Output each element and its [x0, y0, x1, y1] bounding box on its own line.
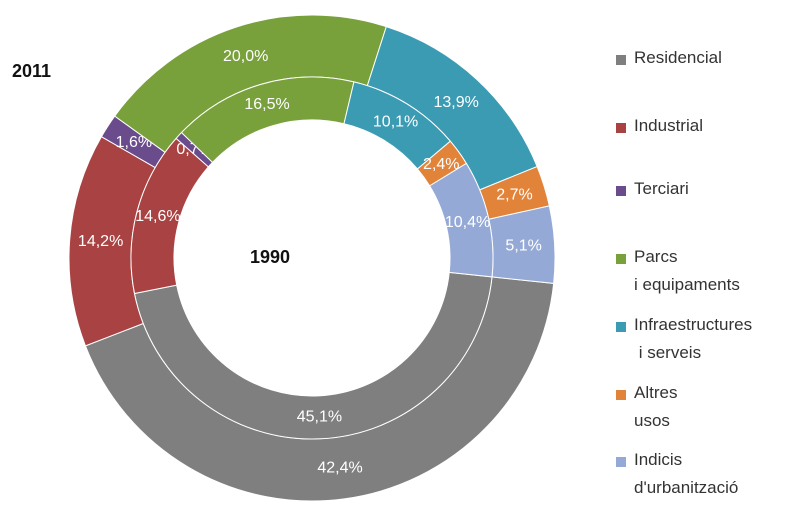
legend-item: Altres usos	[616, 383, 677, 435]
legend-swatch	[616, 390, 626, 400]
legend-item: Terciari	[616, 179, 689, 203]
legend-item: Indicis d'urbanització	[616, 450, 738, 502]
slice	[428, 162, 494, 278]
legend-label: Residencial	[634, 48, 722, 67]
legend-label: Indicis d'urbanització	[634, 450, 739, 497]
data-label: 45,1%	[297, 409, 342, 426]
legend-item: Infraestructures i serveis	[616, 315, 752, 367]
legend-swatch	[616, 457, 626, 467]
slice	[133, 271, 493, 440]
legend-label: Infraestructures i serveis	[634, 315, 753, 362]
data-label: 10,4%	[445, 214, 490, 231]
legend-label: Terciari	[634, 179, 689, 198]
legend-swatch	[616, 254, 626, 264]
data-label: 14,6%	[135, 208, 180, 225]
data-label: 14,2%	[78, 233, 123, 250]
legend-label: Altres usos	[634, 383, 678, 430]
data-label: 16,5%	[244, 96, 289, 113]
legend-item: Parcs i equipaments	[616, 247, 740, 299]
legend-swatch	[616, 55, 626, 65]
legend-label: Industrial	[634, 116, 703, 135]
legend-swatch	[616, 123, 626, 133]
data-label: 2,7%	[496, 186, 532, 203]
legend-item: Industrial	[616, 116, 703, 140]
data-label: 42,4%	[317, 459, 362, 476]
data-label: 13,9%	[433, 94, 478, 111]
data-label: 2,4%	[423, 156, 459, 173]
data-label: 5,1%	[505, 237, 541, 254]
legend-swatch	[616, 186, 626, 196]
legend-swatch	[616, 322, 626, 332]
data-label: 20,0%	[223, 48, 268, 65]
legend-item: Residencial	[616, 48, 722, 72]
data-label: 10,1%	[373, 113, 418, 130]
series-label: 2011	[12, 61, 51, 81]
data-label: 1,6%	[116, 134, 152, 151]
legend-label: Parcs i equipaments	[634, 247, 740, 294]
series-label: 1990	[250, 247, 290, 267]
